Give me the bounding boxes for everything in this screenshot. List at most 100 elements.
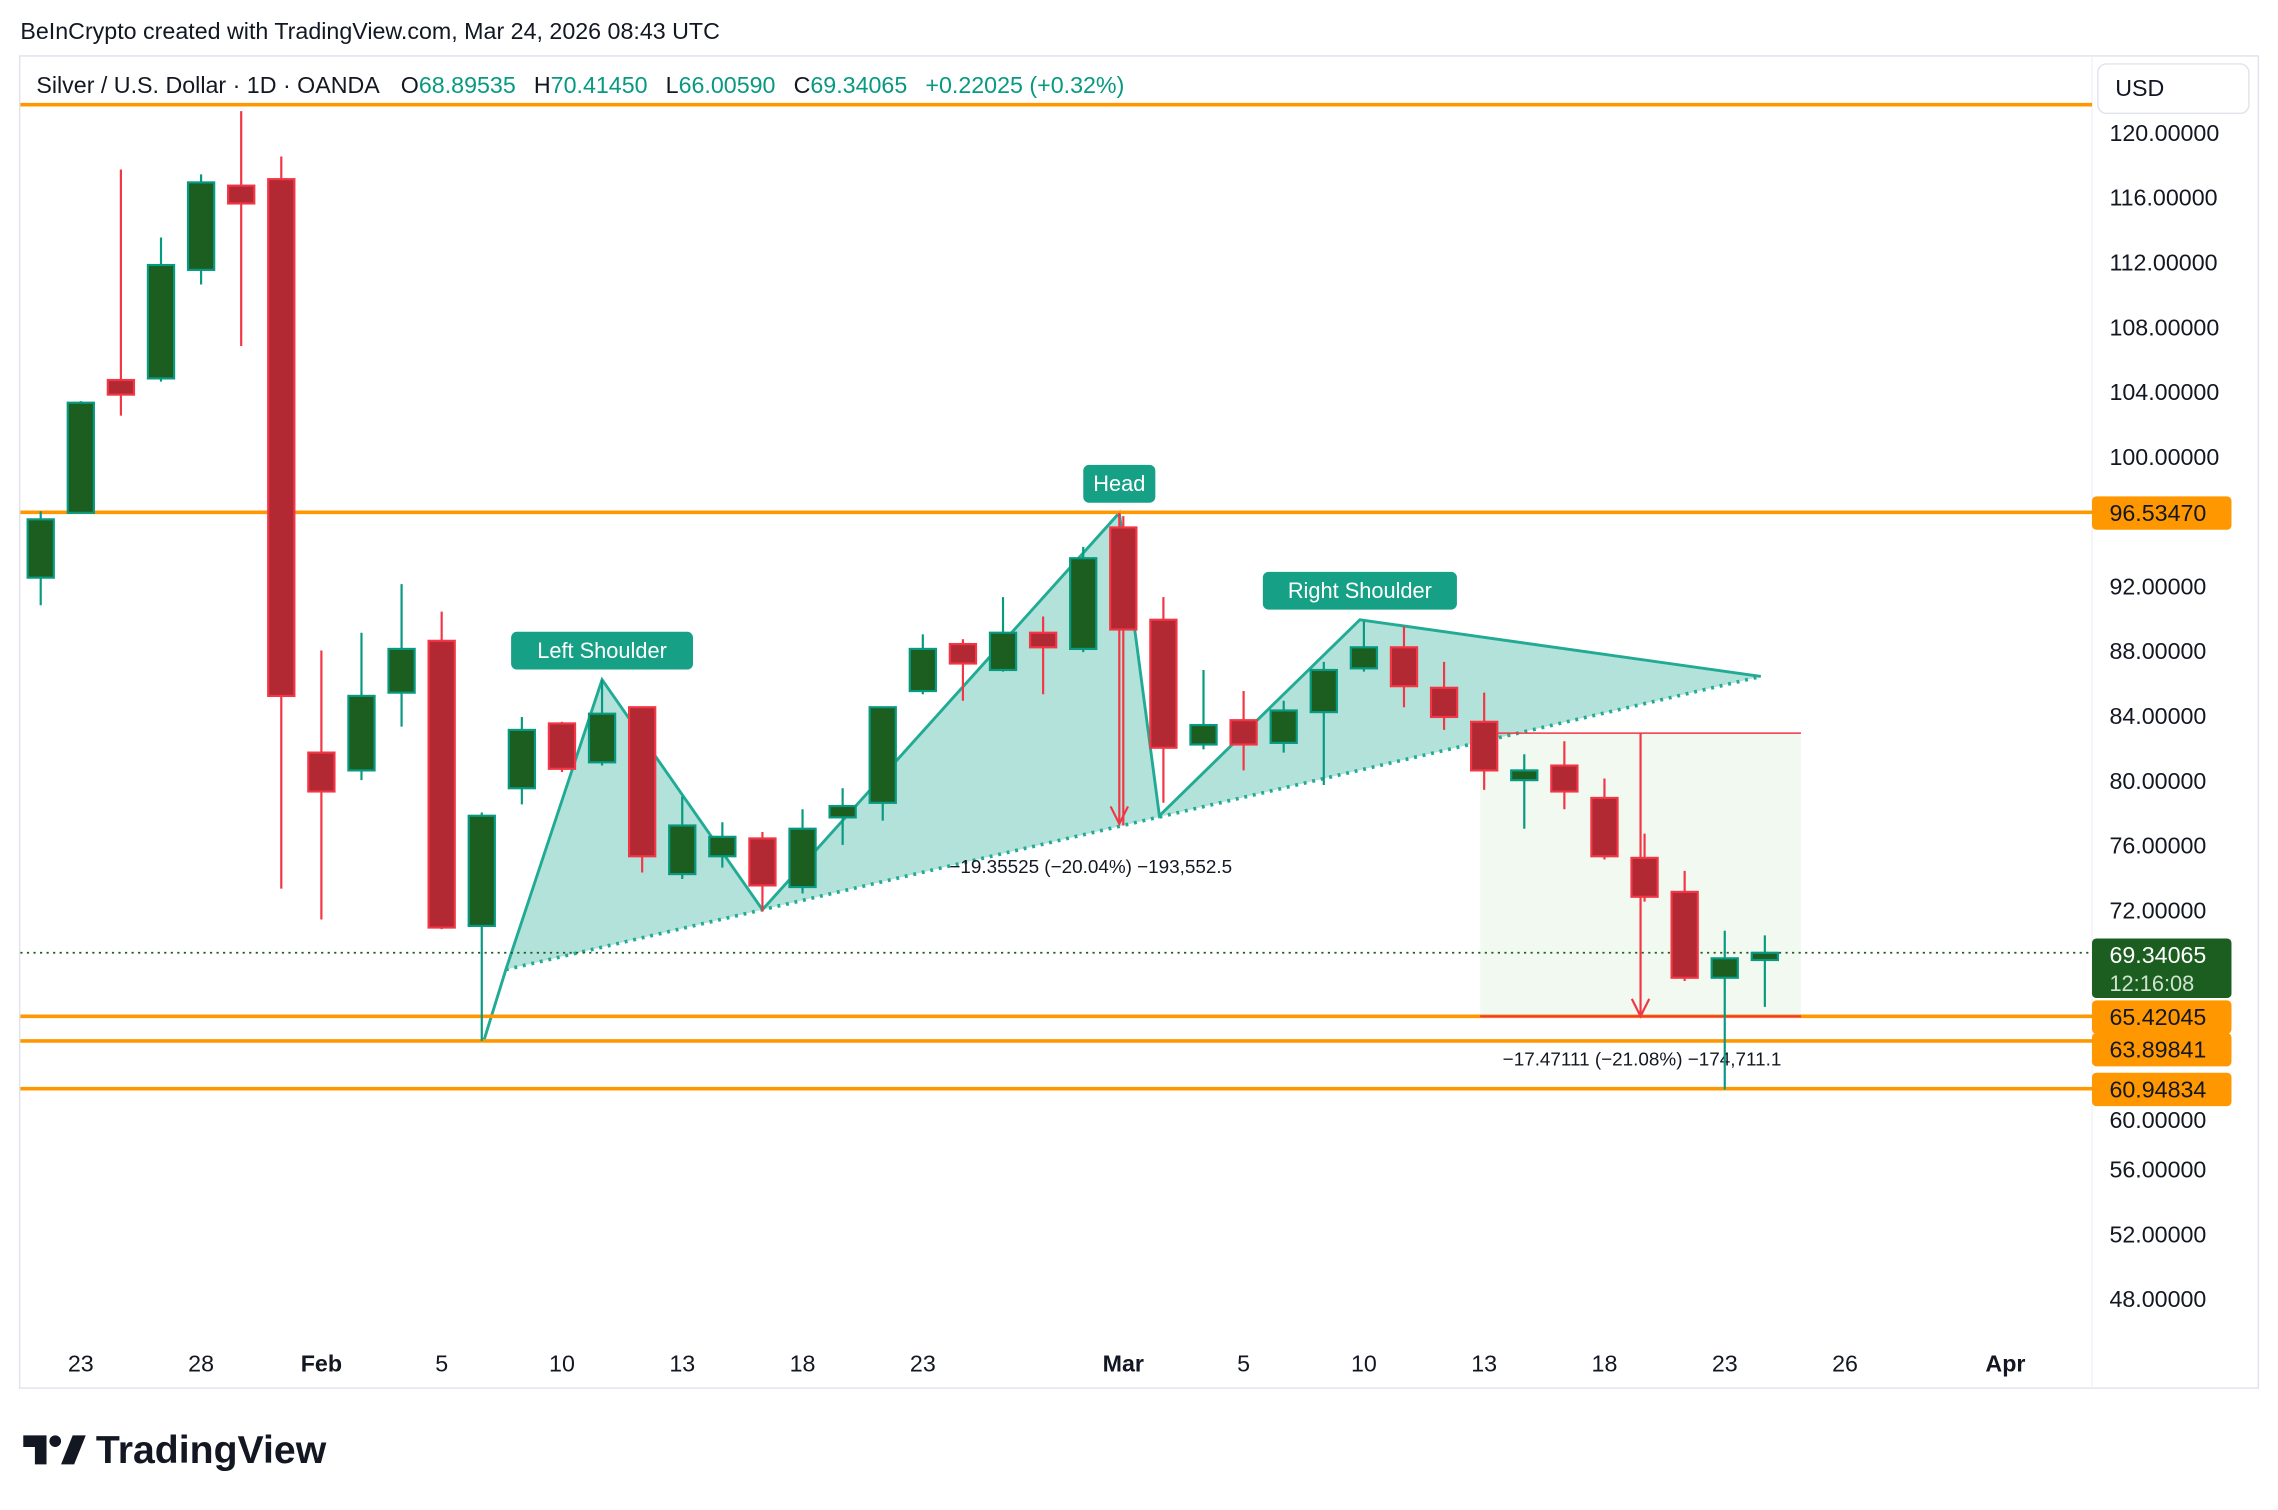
pattern-label-badge	[1083, 464, 1156, 503]
candle-body	[627, 706, 657, 858]
close-label: C	[794, 72, 811, 98]
candle-body	[828, 804, 857, 819]
candle-body	[948, 642, 978, 665]
candle-body	[868, 706, 897, 804]
time-tick-label: 18	[1592, 1350, 1618, 1376]
bullish-candle	[26, 511, 55, 606]
candle-body	[1149, 618, 1178, 749]
level-price-tag	[2092, 496, 2232, 530]
tradingview-logo-icon	[23, 1435, 86, 1465]
candle-body	[1710, 957, 1739, 979]
time-tick-label: 18	[790, 1350, 816, 1376]
open-value: 68.89535	[419, 72, 516, 98]
high-label: H	[534, 72, 551, 98]
price-tick-label: 116.00000	[2109, 185, 2217, 211]
bearish-candle	[1028, 616, 1058, 695]
price-tick-label: 92.00000	[2109, 573, 2206, 599]
pattern-label-text: Head	[1093, 471, 1145, 496]
low-label: L	[666, 72, 679, 98]
bearish-candle	[1630, 833, 1659, 902]
candle-body	[467, 814, 496, 928]
bearish-candle	[1550, 741, 1579, 810]
level-price-value: 63.89841	[2109, 1037, 2206, 1063]
time-tick-label: 5	[435, 1350, 448, 1376]
chart-frame	[18, 55, 2260, 1389]
bearish-candle	[1470, 692, 1499, 790]
price-tick-label: 84.00000	[2109, 703, 2206, 729]
candles	[26, 111, 1780, 1090]
candle-body	[748, 837, 777, 887]
price-tick-label: 88.00000	[2109, 638, 2206, 664]
pattern-label-text: Left Shoulder	[537, 638, 667, 663]
candle-body	[1349, 646, 1379, 670]
time-tick-label: 13	[1471, 1350, 1497, 1376]
bullish-candle	[1269, 700, 1298, 753]
head-and-shoulders-pattern[interactable]	[482, 509, 1762, 1042]
candle-body	[1069, 557, 1098, 651]
bullish-candle	[387, 584, 416, 727]
candle-body	[1470, 720, 1499, 772]
horizontal-levels[interactable]	[20, 102, 2093, 1091]
price-tick-label: 60.00000	[2109, 1107, 2206, 1133]
price-tick-label: 120.00000	[2109, 120, 2219, 146]
price-tick-label: 80.00000	[2109, 768, 2206, 794]
bullish-candle	[868, 706, 897, 821]
time-tick-label: 5	[1237, 1350, 1250, 1376]
bullish-candle	[347, 632, 376, 781]
pattern-zigzag-line[interactable]	[482, 509, 1762, 1042]
candle-body	[1590, 796, 1619, 858]
bullish-candle	[587, 679, 617, 766]
candle-body	[1229, 719, 1258, 746]
candle-body	[1630, 856, 1659, 898]
tradingview-logo[interactable]: TradingView	[23, 1428, 327, 1472]
candle-body	[66, 401, 95, 514]
candle-body	[1550, 764, 1579, 793]
bearish-candle	[1429, 661, 1459, 730]
open-label: O	[401, 72, 419, 98]
price-axis[interactable]: 120.00000 116.00000 112.00000 108.00000 104.…	[2109, 120, 2219, 1312]
candle-body	[908, 647, 937, 693]
pattern-fill	[505, 512, 1761, 970]
bullish-candle	[1510, 754, 1539, 829]
level-price-value: 60.94834	[2109, 1076, 2206, 1102]
bullish-candle	[507, 716, 537, 805]
bullish-candle	[788, 809, 817, 894]
arrow-down-icon	[1109, 805, 1129, 827]
price-tick-label: 56.00000	[2109, 1157, 2206, 1183]
bullish-candle	[1189, 669, 1218, 750]
measure-label: −17.47111 (−21.08%) −174,711.1	[1503, 1050, 1782, 1071]
price-tick-label: 48.00000	[2109, 1286, 2206, 1312]
bearish-candle	[1670, 870, 1699, 981]
candle-body	[267, 178, 296, 697]
candle-body	[1429, 686, 1459, 719]
bearish-candle	[1109, 516, 1138, 826]
price-tick-label: 76.00000	[2109, 833, 2206, 859]
candle-body	[307, 751, 336, 793]
measure-label: −19.35525 (−20.04%) −193,552.5	[949, 857, 1232, 878]
symbol-title[interactable]: Silver / U.S. Dollar · 1D · OANDA	[36, 72, 380, 98]
neckline[interactable]	[505, 674, 1762, 972]
bullish-candle	[146, 237, 176, 382]
logo-text: TradingView	[96, 1428, 327, 1472]
time-tick-label: Mar	[1103, 1350, 1144, 1376]
ohlc-legend: Silver / U.S. Dollar · 1D · OANDA O68.89…	[36, 72, 1124, 98]
bullish-candle	[1309, 661, 1338, 785]
close-value: 69.34065	[810, 72, 907, 98]
time-axis[interactable]: 23 28 Feb 5 10 13 18 23 Mar 5 10 13 18 23 26 Apr	[68, 1350, 2026, 1376]
currency-button[interactable]: USD	[2097, 63, 2250, 115]
candle-body	[1510, 769, 1539, 782]
level-price-tag	[2092, 1072, 2232, 1107]
candle-body	[106, 378, 136, 396]
level-price-tag	[2092, 1000, 2232, 1034]
candle-body	[186, 181, 216, 271]
candle-body	[1028, 631, 1058, 649]
bearish-candle	[1149, 597, 1178, 803]
bearish-candle	[106, 169, 136, 416]
candle-body	[1309, 668, 1338, 714]
candle-body	[26, 518, 55, 579]
candle-body	[587, 712, 617, 764]
change-value: +0.22025 (+0.32%)	[925, 72, 1124, 98]
candle-body	[1109, 526, 1138, 631]
price-tick-label: 52.00000	[2109, 1221, 2206, 1247]
